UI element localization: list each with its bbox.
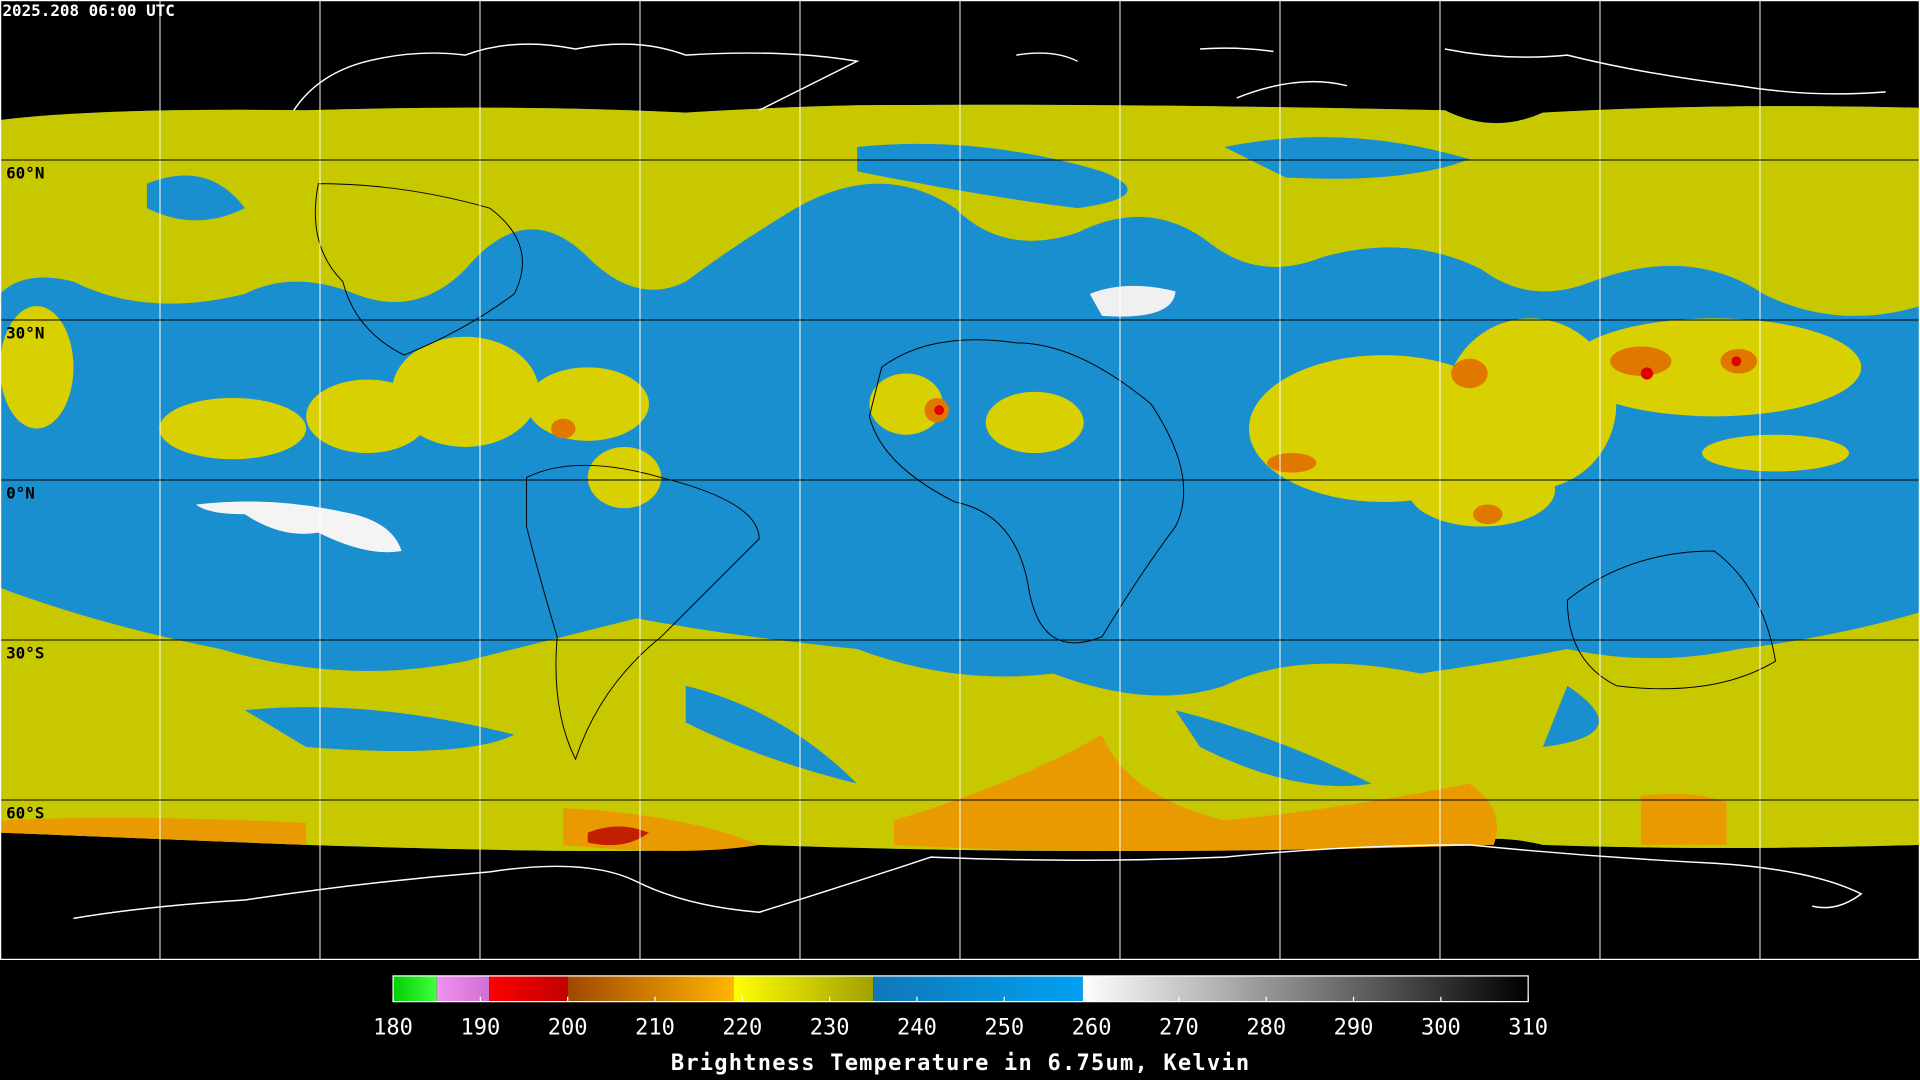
colorbar-segment bbox=[873, 975, 1083, 1002]
dry-slot bbox=[146, 137, 1470, 221]
coastlines bbox=[73, 43, 1886, 920]
deep-convection bbox=[551, 346, 1758, 525]
cold-polar-band bbox=[0, 734, 1727, 852]
tropical-clouds bbox=[0, 306, 1862, 527]
colorbar-tick-label: 250 bbox=[984, 1016, 1024, 1041]
coldest-tops bbox=[587, 826, 649, 846]
timestamp: 2025.208 06:00 UTC bbox=[2, 1, 174, 20]
colorbar-tick-label: 200 bbox=[548, 1016, 588, 1041]
colorbar-tick-label: 230 bbox=[810, 1016, 850, 1041]
colorbar-segment bbox=[436, 975, 490, 1002]
colorbar-tick-label: 290 bbox=[1334, 1016, 1374, 1041]
colorbar-tick-label: 270 bbox=[1159, 1016, 1199, 1041]
coldest-tops bbox=[934, 356, 1742, 416]
map-frame bbox=[0, 0, 1920, 960]
colorbar-segment bbox=[567, 975, 734, 1002]
colorbar-tick-label: 210 bbox=[635, 1016, 675, 1041]
colorbar-segment bbox=[733, 975, 874, 1002]
latitude-label: 60°N bbox=[6, 163, 44, 182]
colorbar-tick-label: 260 bbox=[1072, 1016, 1112, 1041]
very-dry-area bbox=[1089, 285, 1176, 317]
colorbar-tick-label: 280 bbox=[1246, 1016, 1286, 1041]
colorbar-segment bbox=[393, 975, 437, 1002]
latitude-label: 30°S bbox=[6, 643, 44, 662]
colorbar-segment bbox=[489, 975, 568, 1002]
colorbar-tick-label: 190 bbox=[460, 1016, 500, 1041]
latitude-label: 0°N bbox=[6, 483, 35, 502]
dry-intrusion bbox=[244, 685, 1599, 787]
colorbar-tick-label: 240 bbox=[897, 1016, 937, 1041]
colorbar-tick-label: 220 bbox=[722, 1016, 762, 1041]
colorbar-frame bbox=[392, 975, 1529, 1003]
colorbar-title: Brightness Temperature in 6.75um, Kelvin bbox=[671, 1051, 1251, 1076]
latitude-label: 30°N bbox=[6, 323, 44, 342]
colorbar-tick-label: 180 bbox=[373, 1016, 413, 1041]
very-dry-area bbox=[195, 501, 402, 553]
latitude-label: 60°S bbox=[6, 803, 44, 822]
colorbar-tick-label: 310 bbox=[1508, 1016, 1548, 1041]
colorbar-tick-label: 300 bbox=[1421, 1016, 1461, 1041]
colorbar-segment bbox=[1082, 975, 1529, 1002]
